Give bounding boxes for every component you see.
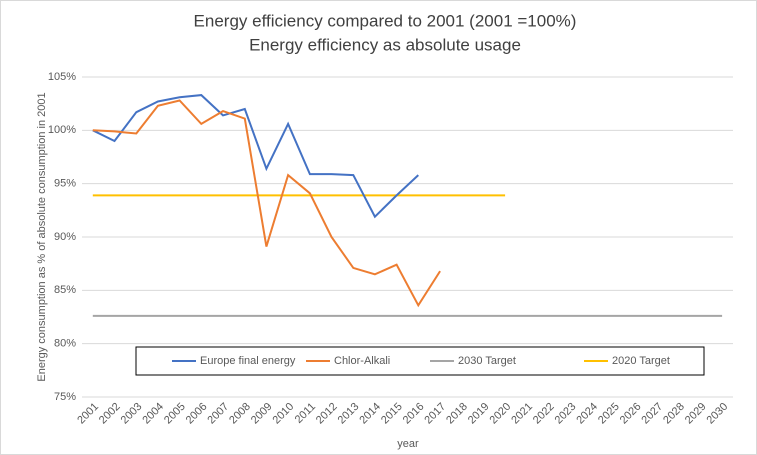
legend-box [135, 346, 705, 376]
y-tick-label: 100% [48, 124, 76, 136]
y-tick-label: 85% [54, 284, 76, 296]
legend-label: 2020 Target [612, 355, 670, 367]
legend-label: Europe final energy [200, 355, 296, 367]
y-tick-label: 105% [48, 71, 76, 83]
series-line [92, 94, 419, 219]
chart-title: Energy efficiency compared to 2001 (2001… [194, 11, 577, 30]
legend-label: 2030 Target [458, 355, 516, 367]
y-tick-label: 90% [54, 231, 76, 243]
y-tick-label: 80% [54, 338, 76, 350]
series-line [92, 99, 441, 308]
x-axis-label: year [397, 438, 419, 450]
y-tick-label: 95% [54, 178, 76, 190]
legend-label: Chlor-Alkali [334, 355, 390, 367]
y-tick-label: 75% [54, 391, 76, 403]
chart-subtitle: Energy efficiency as absolute usage [249, 35, 521, 54]
y-axis-label: Energy consumption as % of absolute cons… [36, 92, 48, 381]
